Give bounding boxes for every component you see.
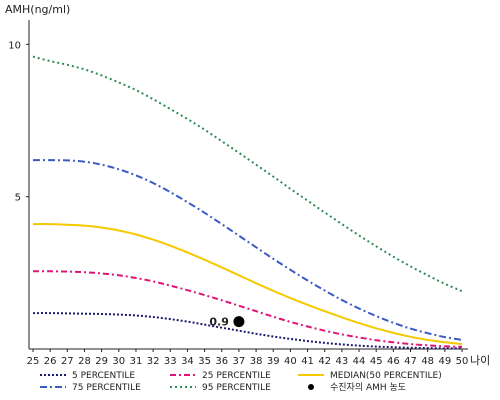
x-tick-label: 31 xyxy=(130,356,143,367)
x-tick-label: 33 xyxy=(164,356,177,367)
series-line-1 xyxy=(32,312,462,350)
series-line-2 xyxy=(32,270,463,348)
y-tick-group: 10 5 xyxy=(8,40,29,204)
legend-label-1: 5 PERCENTILE xyxy=(72,371,135,381)
legend-point-marker xyxy=(308,384,314,390)
series-line-3 xyxy=(32,223,463,346)
legend: 5 PERCENTILE 25 PERCENTILE MEDIAN(50 PERCE… xyxy=(40,371,442,393)
x-tick-label: 34 xyxy=(181,356,194,367)
y-tick-label: 10 xyxy=(8,40,21,51)
x-tick-label: 36 xyxy=(215,356,228,367)
x-tick-label: 41 xyxy=(301,356,314,367)
legend-point-label: 수진자의 AMH 농도 xyxy=(330,382,406,393)
x-tick-label: 38 xyxy=(250,356,263,367)
patient-amh-point xyxy=(233,316,245,328)
x-tick-label: 28 xyxy=(78,356,91,367)
legend-label-2: 25 PERCENTILE xyxy=(202,371,271,381)
x-tick-label: 39 xyxy=(267,356,280,367)
x-tick-label: 35 xyxy=(198,356,211,367)
x-tick-label: 25 xyxy=(27,356,40,367)
x-tick-label: 37 xyxy=(233,356,246,367)
x-axis-label: 나이 xyxy=(470,354,490,367)
x-tick-label: 42 xyxy=(318,356,331,367)
legend-label-5: 95 PERCENTILE xyxy=(202,383,271,393)
x-tick-label: 30 xyxy=(112,356,125,367)
highlight-group: 0.9 xyxy=(209,316,245,329)
x-tick-label: 26 xyxy=(44,356,57,367)
x-tick-label: 50 xyxy=(456,356,469,367)
series-line-5 xyxy=(32,55,463,293)
legend-label-4: 75 PERCENTILE xyxy=(72,383,141,393)
x-tick-label: 45 xyxy=(370,356,383,367)
x-tick-label: 44 xyxy=(353,356,366,367)
y-tick-label: 5 xyxy=(15,193,21,204)
x-tick-label: 29 xyxy=(95,356,108,367)
x-tick-label: 46 xyxy=(387,356,400,367)
patient-amh-value-label: 0.9 xyxy=(209,316,229,329)
x-tick-label: 47 xyxy=(404,356,417,367)
series-line-4 xyxy=(32,159,463,341)
y-axis-label: AMH(ng/ml) xyxy=(5,3,70,16)
x-tick-group: 25 26 27 28 29 30 31 32 33 34 35 36 37 38 39 40 41 42 43 44… xyxy=(27,349,469,367)
x-tick-label: 49 xyxy=(438,356,451,367)
x-tick-label: 43 xyxy=(336,356,349,367)
series-group xyxy=(32,55,463,350)
x-tick-label: 48 xyxy=(421,356,434,367)
x-tick-label: 40 xyxy=(284,356,297,367)
legend-label-3: MEDIAN(50 PERCENTILE) xyxy=(330,371,442,381)
x-tick-label: 27 xyxy=(61,356,74,367)
x-tick-label: 32 xyxy=(147,356,160,367)
